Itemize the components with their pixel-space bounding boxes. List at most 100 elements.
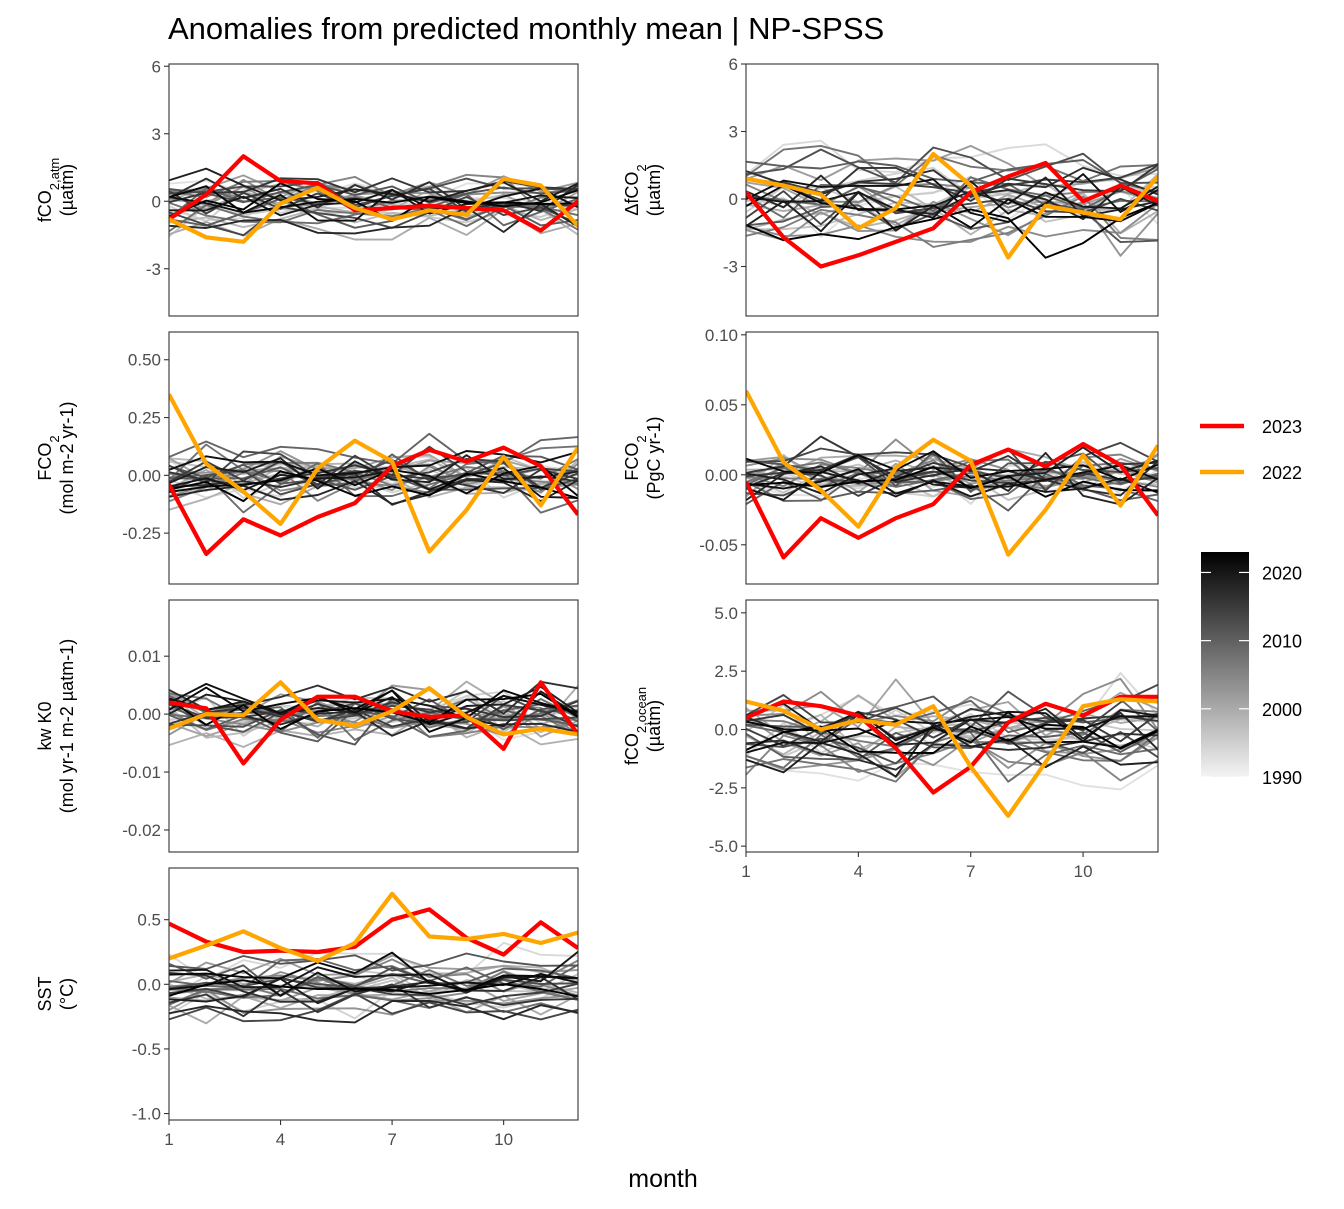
y-axis-title-line1: fCO2,ocean (622, 687, 649, 765)
panel-7: 0.5 0.0 -0.5 -1.01 4 7 10 SST (°C) (35, 867, 579, 1149)
x-axis-title: month (628, 1165, 697, 1193)
series-line-2022 (746, 151, 1158, 260)
y-tick-label: -2.5 (709, 779, 738, 798)
year-line (169, 445, 578, 485)
year-line (746, 715, 1158, 779)
y-axis-title: fCO2,ocean(µatm) (622, 687, 664, 765)
y-tick-label: 0.50 (128, 351, 161, 370)
year-line (169, 966, 578, 992)
x-tick-label: 1 (164, 1130, 173, 1149)
panel-1: 6 3 0 -3 fCO2,atm(µatm) (35, 57, 579, 317)
series-line-2022 (169, 393, 578, 554)
y-tick-label: 3 (729, 123, 738, 142)
y-axis-title-line2: (°C) (57, 978, 77, 1010)
y-tick-label: 5.0 (714, 604, 738, 623)
year-line (169, 971, 578, 1003)
year-line (169, 941, 578, 981)
series-line-2023 (169, 445, 578, 557)
panel-border (745, 599, 1159, 853)
y-tick-label: -0.05 (699, 536, 738, 555)
series-line-2023 (169, 680, 578, 766)
year-line (746, 450, 1158, 481)
panel-5: 0.01 0.00 -0.01 -0.02 kw K0 (mol yr-1 m-2 µat… (35, 599, 579, 853)
year-line (746, 441, 1158, 492)
year-line (169, 951, 578, 992)
y-axis-title-line1: SST (35, 976, 55, 1011)
year-line (746, 190, 1158, 226)
series-line-2022 (169, 176, 578, 244)
panel-6: 5.0 2.5 0.0 -2.5 -5.01 4 7 10 fCO2,ocean(µatm) (622, 599, 1159, 881)
y-tick-label: 0 (729, 190, 738, 209)
colorbar-legend: 2020 2010 2000 1990 (1201, 552, 1302, 788)
y-tick-label: -5.0 (709, 837, 738, 856)
year-line (746, 164, 1158, 202)
year-line (746, 435, 1158, 481)
panel-4: 0.10 0.05 0.00 -0.05 FCO2(PgC yr-1) (622, 326, 1159, 585)
year-line (169, 964, 578, 985)
year-line (746, 759, 1158, 791)
series-line-2022 (169, 891, 578, 964)
panel-lines (746, 139, 1158, 269)
y-tick-label: 0.25 (128, 409, 161, 428)
series-line-2022 (746, 697, 1158, 818)
year-line (169, 167, 578, 203)
year-line (169, 697, 578, 746)
y-tick-label: 0.00 (128, 705, 161, 724)
y-axis-title-line1: FCO2 (35, 435, 62, 480)
colorbar-label: 2010 (1262, 632, 1302, 652)
year-line (746, 201, 1158, 259)
panel-lines (169, 680, 578, 766)
year-line (169, 680, 578, 715)
y-axis-title-line1: fCO2,atm (35, 158, 62, 223)
year-line (169, 954, 578, 985)
y-tick-label: 0.00 (705, 466, 738, 485)
series-line-2022 (746, 389, 1158, 557)
series-line-2022 (169, 680, 578, 737)
y-axis-title-line2: (mol yr-1 m-2 µatm-1) (57, 639, 77, 813)
y-axis-title: ΔfCO2(µatm) (622, 164, 664, 216)
y-tick-label: 0.0 (137, 975, 161, 994)
x-tick-label: 1 (741, 862, 750, 881)
colorbar-label: 2000 (1262, 700, 1302, 720)
year-line (169, 992, 578, 1023)
year-line (746, 139, 1158, 177)
legend: 2023 2022 (1200, 417, 1302, 483)
y-axis-title-line2: (PgC yr-1) (644, 416, 664, 499)
y-tick-label: 0.5 (137, 911, 161, 930)
year-line (169, 432, 578, 465)
panel-border (168, 867, 579, 1121)
y-axis-title-line2: (µatm) (57, 164, 77, 216)
y-axis-title: FCO2(mol m-2 yr-1) (35, 402, 77, 515)
x-tick-label: 7 (966, 862, 975, 881)
year-line (746, 677, 1158, 731)
y-axis-title-line2: (µatm) (644, 700, 664, 752)
y-axis-title: fCO2,atm(µatm) (35, 158, 77, 223)
y-axis-title-line2: (mol m-2 yr-1) (57, 402, 77, 515)
year-line (169, 951, 578, 993)
series-line-2023 (169, 154, 578, 233)
year-line (746, 451, 1158, 506)
y-axis-title: kw K0 (mol yr-1 m-2 µatm-1) (35, 639, 77, 813)
x-tick-label: 4 (854, 862, 863, 881)
series-line-2023 (746, 441, 1158, 560)
x-tick-label: 7 (387, 1130, 396, 1149)
year-line (746, 184, 1158, 229)
colorbar-ramp (1201, 552, 1249, 777)
y-tick-label: -3 (723, 258, 738, 277)
y-axis-title: FCO2(PgC yr-1) (622, 416, 664, 499)
year-line (746, 173, 1158, 223)
y-tick-label: 6 (152, 57, 161, 76)
y-tick-label: -0.5 (132, 1040, 161, 1059)
panel-border (745, 331, 1159, 585)
y-tick-label: -3 (146, 260, 161, 279)
y-tick-label: 0.0 (714, 721, 738, 740)
y-axis-title-line2: (µatm) (644, 164, 664, 216)
series-line-2023 (169, 907, 578, 957)
panel-border (168, 599, 579, 853)
year-line (746, 195, 1158, 248)
legend-label-2022: 2022 (1262, 463, 1302, 483)
year-line (169, 692, 578, 730)
y-tick-label: 6 (729, 55, 738, 74)
y-tick-label: 2.5 (714, 662, 738, 681)
panel-border (745, 63, 1159, 317)
